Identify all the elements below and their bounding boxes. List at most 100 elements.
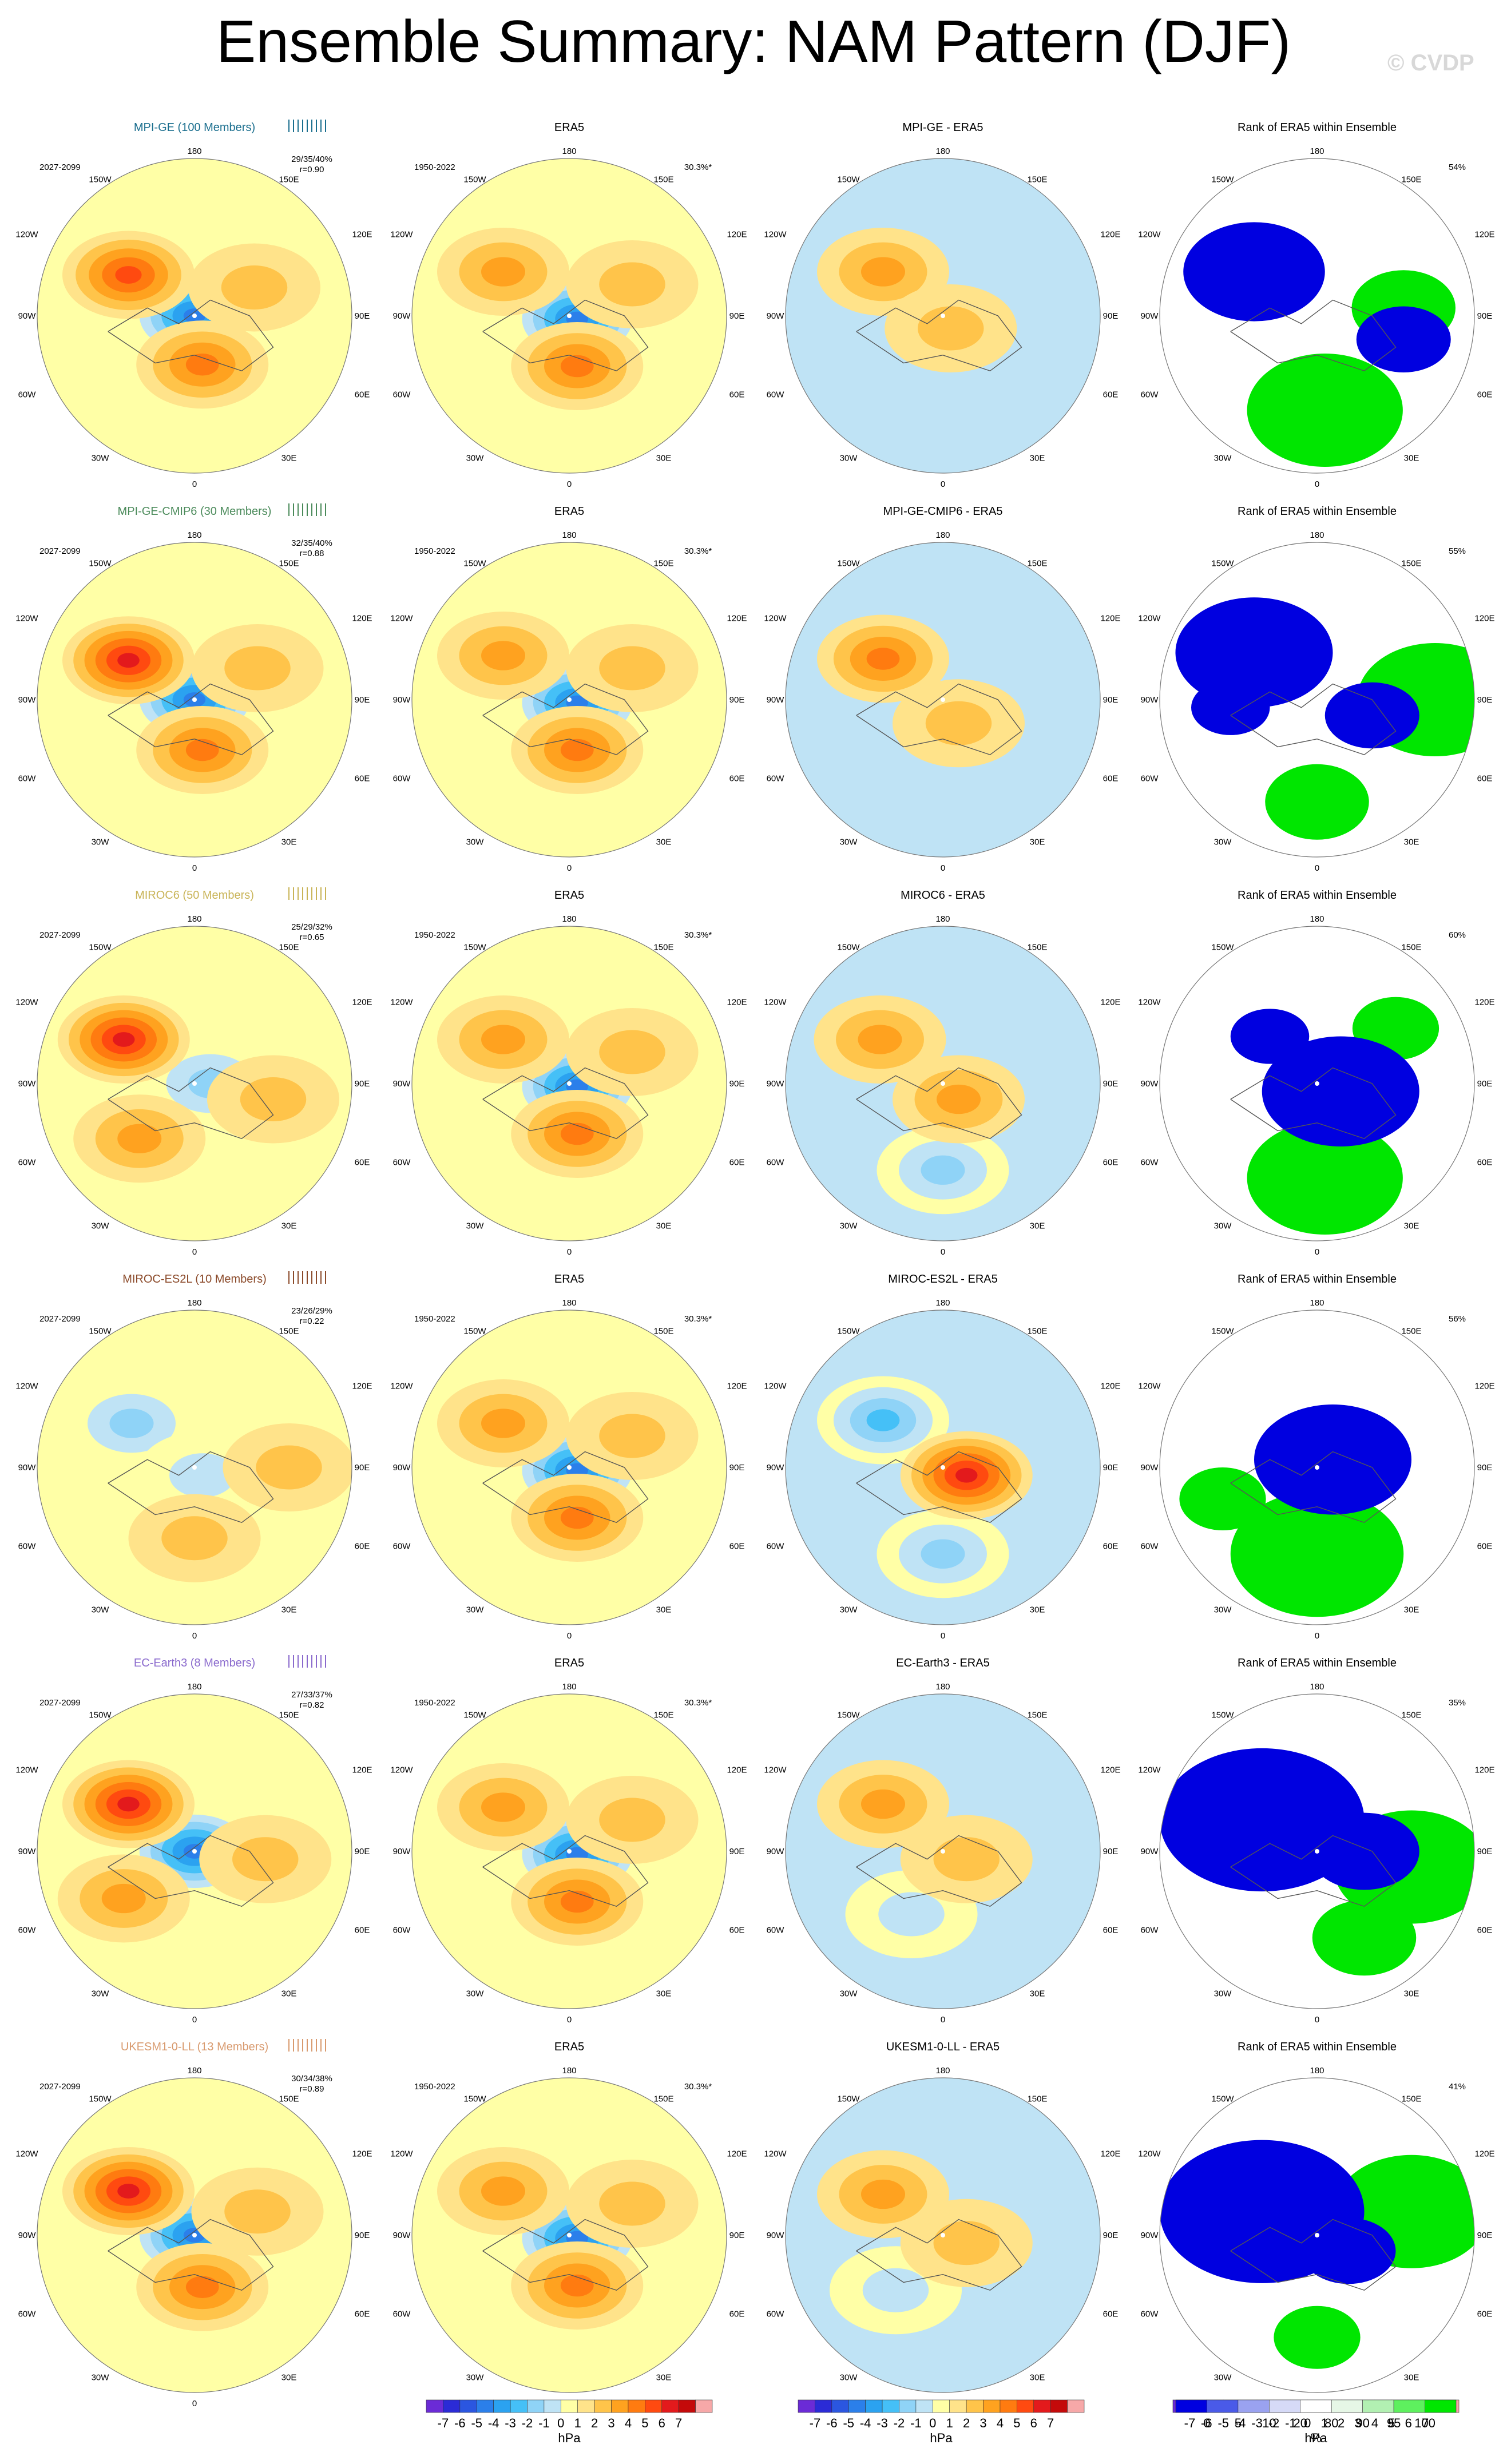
pole-marker <box>941 1849 945 1854</box>
negative-contour <box>109 1408 154 1438</box>
lon-label-60e: 60E <box>355 1542 370 1552</box>
lon-label-150w: 150W <box>1211 1710 1234 1720</box>
lon-label-150e: 150E <box>279 174 299 184</box>
lon-label-120w: 120W <box>1138 1765 1161 1775</box>
colorbar-tick-label: 80 <box>1324 2416 1338 2430</box>
pole-marker <box>1315 1849 1319 1854</box>
positive-contour <box>599 1414 665 1458</box>
positive-contour <box>560 2274 594 2297</box>
positive-contour <box>925 701 992 745</box>
lon-label-30e: 30E <box>1404 1989 1419 1999</box>
map-border <box>37 1693 352 2009</box>
lon-label-180: 180 <box>935 2066 950 2076</box>
lon-label-0: 0 <box>192 2015 197 2025</box>
colorbar-tick-label: -6 <box>826 2416 838 2430</box>
map-border <box>411 1310 727 1625</box>
colorbar-tick-label: -4 <box>860 2416 871 2430</box>
positive-contour <box>955 1467 978 1483</box>
lon-label-120w: 120W <box>1138 2149 1161 2159</box>
lon-label-180: 180 <box>187 146 201 156</box>
lon-label-30w: 30W <box>92 838 110 847</box>
pole-marker <box>567 1465 572 1470</box>
positive-contour <box>101 1883 146 1914</box>
lon-label-90e: 90E <box>1477 311 1493 321</box>
lon-label-30e: 30E <box>656 1989 672 1999</box>
lon-label-60e: 60E <box>729 1158 745 1168</box>
pattern-correlation: r=0.89 <box>300 2084 324 2094</box>
lon-label-0: 0 <box>941 863 945 873</box>
panel-observations: 180 0 150W 150E 120W 120E 90W 90E 60W 60E 30W 30E ER… <box>390 121 747 489</box>
positive-contour <box>161 1516 228 1561</box>
lon-label-30e: 30E <box>1404 2373 1419 2383</box>
lon-label-90e: 90E <box>355 311 370 321</box>
lon-label-60w: 60W <box>767 1926 785 1935</box>
coastline <box>856 1451 1022 1523</box>
lon-label-150e: 150E <box>653 2094 673 2104</box>
lon-label-0: 0 <box>1315 1247 1319 1257</box>
obs-title: ERA5 <box>554 889 584 902</box>
colorbar-unit: % <box>1310 2431 1322 2445</box>
pole-marker <box>941 1081 945 1086</box>
coastline <box>482 1067 649 1140</box>
map-border <box>37 542 352 858</box>
lon-label-60w: 60W <box>18 1542 37 1552</box>
variance-stats: 30/34/38% <box>291 2074 332 2084</box>
lon-label-150w: 150W <box>1211 942 1234 952</box>
lon-label-120w: 120W <box>15 2149 38 2159</box>
colorbar-tick-label: 4 <box>1371 2416 1378 2430</box>
lon-label-60e: 60E <box>1103 774 1119 784</box>
colorbar-tick-label: 5 <box>1235 2416 1242 2430</box>
lon-label-150e: 150E <box>279 942 299 952</box>
rank-percent: 56% <box>1449 1314 1466 1324</box>
lon-label-180: 180 <box>562 914 576 924</box>
lon-label-180: 180 <box>935 914 950 924</box>
lon-label-90e: 90E <box>729 2231 745 2240</box>
panel-observations: 180 0 150W 150E 120W 120E 90W 90E 60W 60E 30W 30E ER… <box>390 505 747 873</box>
lon-label-150e: 150E <box>1027 2094 1047 2104</box>
colorbar-tick-label: 4 <box>625 2416 632 2430</box>
colorbar-tick-label: 5 <box>1013 2416 1020 2430</box>
lon-label-180: 180 <box>935 1298 950 1308</box>
colorbar-swatch <box>1425 2399 1457 2413</box>
lon-label-30w: 30W <box>92 1989 110 1999</box>
rank-high-region <box>1247 1121 1403 1235</box>
lon-label-120e: 120E <box>1100 230 1120 240</box>
lon-label-120w: 120W <box>15 998 38 1007</box>
lon-label-30w: 30W <box>1214 2373 1232 2383</box>
colorbar-tick-label: -5 <box>471 2416 482 2430</box>
lon-label-60w: 60W <box>393 1926 411 1935</box>
rank-low-region <box>1262 1036 1419 1146</box>
lon-label-150e: 150E <box>279 1326 299 1336</box>
panel-difference: 180 0 150W 150E 120W 120E 90W 90E 60W 60E 30W 30E MP… <box>764 505 1120 873</box>
lon-label-60w: 60W <box>18 1158 37 1168</box>
lon-label-30e: 30E <box>1404 1221 1419 1231</box>
colorbar-swatch <box>1393 2399 1425 2413</box>
lon-label-150w: 150W <box>463 942 486 952</box>
lon-label-150w: 150W <box>837 942 860 952</box>
lon-label-60e: 60E <box>1477 2310 1493 2319</box>
panel-rank: 180 0 150W 150E 120W 120E 90W 90E 60W 60E 30W 30E Ra… <box>1138 1657 1494 2025</box>
colorbar-swatch <box>815 2399 832 2413</box>
panel-observations: 180 0 150W 150E 120W 120E 90W 90E 60W 60E 30W 30E ER… <box>390 889 747 1257</box>
lon-label-180: 180 <box>562 2066 576 2076</box>
lon-label-0: 0 <box>1315 479 1319 489</box>
lon-label-90e: 90E <box>1477 1847 1493 1856</box>
lon-label-60e: 60E <box>1103 1158 1119 1168</box>
lon-label-120w: 120W <box>390 230 413 240</box>
period-label: 1950-2022 <box>414 162 455 172</box>
lon-label-120e: 120E <box>727 230 747 240</box>
lon-label-150e: 150E <box>1401 558 1421 568</box>
lon-label-60w: 60W <box>1141 774 1159 784</box>
colorbar-swatch <box>661 2399 679 2413</box>
lon-label-30e: 30E <box>656 1605 672 1615</box>
obs-variance: 30.3%* <box>684 2082 712 2092</box>
lon-label-60e: 60E <box>729 1542 745 1552</box>
pole-marker <box>941 2233 945 2237</box>
lon-label-150w: 150W <box>463 1326 486 1336</box>
lon-label-180: 180 <box>935 530 950 540</box>
lon-label-150e: 150E <box>279 2094 299 2104</box>
colorbar-tick-label: -3 <box>877 2416 888 2430</box>
pole-marker <box>192 1849 197 1854</box>
lon-label-180: 180 <box>562 1682 576 1692</box>
colorbar-swatch <box>459 2399 477 2413</box>
